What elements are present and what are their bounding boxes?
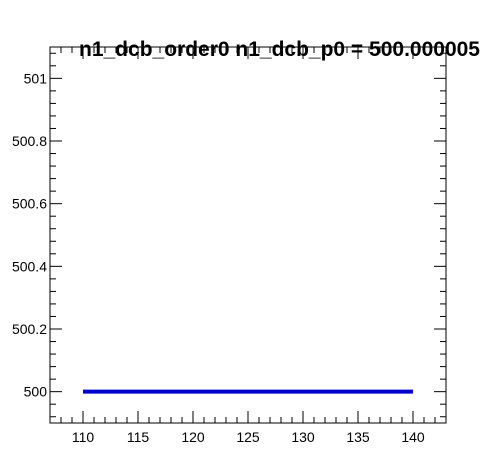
x-tick-label: 110: [72, 429, 95, 445]
plot-frame: [49, 46, 447, 424]
y-tick-label: 500: [24, 384, 48, 400]
y-tick-label: 500.6: [12, 196, 47, 212]
y-tick-label: 501: [24, 70, 48, 86]
y-tick-label: 500.2: [12, 321, 47, 337]
x-tick-labels: 110 115 120 125 130 135 140: [72, 429, 425, 445]
x-tick-label: 125: [236, 429, 260, 445]
axis-ticks: [49, 47, 447, 423]
x-tick-label: 120: [181, 429, 205, 445]
x-tick-label: 130: [291, 429, 315, 445]
y-tick-labels: 500 500.2 500.4 500.6 500.8 501: [12, 70, 47, 399]
x-tick-label: 140: [401, 429, 425, 445]
y-tick-label: 500.4: [12, 258, 47, 274]
x-tick-label: 115: [127, 429, 150, 445]
y-tick-label: 500.8: [12, 133, 47, 149]
x-tick-label: 135: [346, 429, 370, 445]
chart-title: n1_dcb_order0 n1_dcb_p0 = 500.000005: [79, 38, 480, 61]
